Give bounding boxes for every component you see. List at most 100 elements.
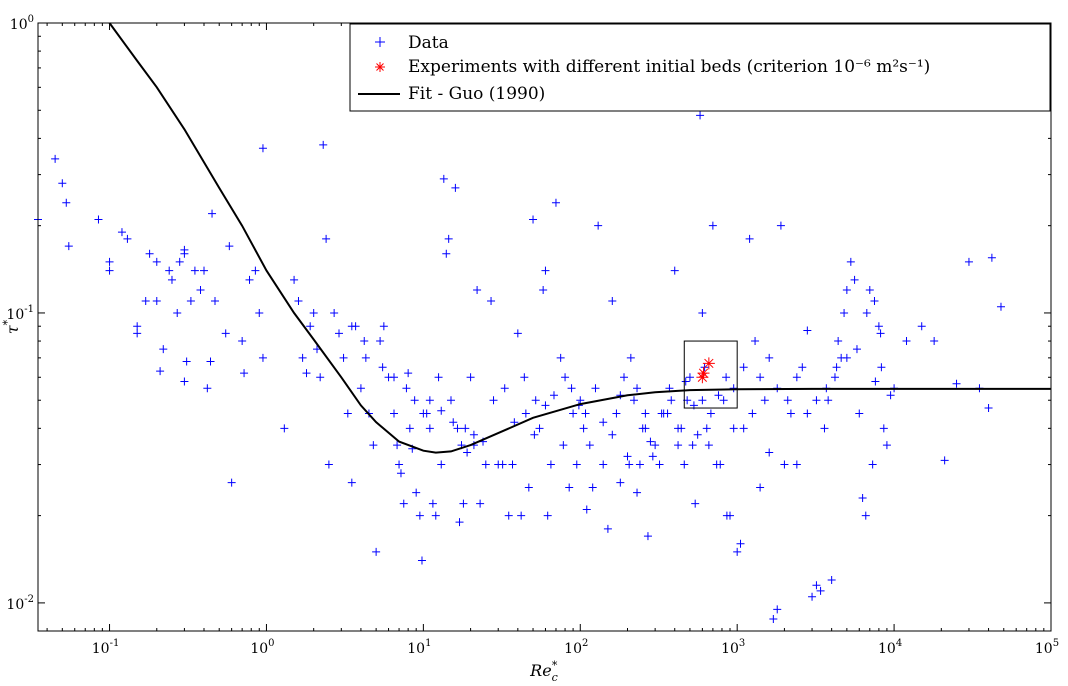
data-point-130: [599, 460, 608, 469]
data-point-121: [565, 483, 574, 492]
data-point-16: [156, 367, 165, 376]
data-point-58: [339, 353, 348, 362]
data-point-27: [190, 266, 199, 275]
data-point-34: [221, 329, 230, 338]
data-point-199: [850, 275, 859, 284]
data-point-194: [834, 337, 843, 346]
data-point-37: [238, 337, 247, 346]
data-point-241: [549, 391, 558, 400]
data-point-21: [175, 257, 184, 266]
data-point-131: [603, 524, 612, 533]
data-point-23: [180, 249, 189, 258]
data-point-181: [776, 221, 785, 230]
data-point-88: [442, 249, 451, 258]
data-point-62: [356, 384, 365, 393]
data-point-139: [633, 488, 642, 497]
data-point-55: [324, 460, 333, 469]
legend: Data Experiments with different initial …: [349, 23, 1051, 112]
data-point-96: [463, 448, 472, 457]
data-point-114: [539, 285, 548, 294]
data-point-73: [396, 469, 405, 478]
data-point-235: [489, 396, 498, 405]
data-point-119: [556, 353, 565, 362]
data-point-185: [798, 363, 807, 372]
data-point-104: [498, 460, 507, 469]
x-axis-label: Rec*: [529, 659, 558, 684]
data-point-12: [141, 296, 150, 305]
data-point-15: [152, 296, 161, 305]
data-point-269: [783, 396, 792, 405]
data-point-198: [846, 257, 855, 266]
data-point-3: [62, 198, 71, 207]
highlight-layer: [683, 340, 738, 409]
x-tick-label-4: 103: [721, 638, 745, 657]
data-layer: [34, 111, 1005, 623]
data-point-271: [803, 409, 812, 418]
legend-label-fit: Fit - Guo (1990): [408, 84, 545, 104]
data-point-28: [196, 285, 205, 294]
data-point-49: [306, 322, 315, 331]
y-tick-label-2: 100: [10, 14, 34, 33]
data-point-219: [984, 404, 993, 413]
data-point-111: [529, 215, 538, 224]
data-point-17: [159, 345, 168, 354]
data-point-223: [360, 337, 369, 346]
data-point-70: [390, 409, 399, 418]
data-point-212: [902, 337, 911, 346]
data-point-60: [347, 478, 356, 487]
data-point-5: [94, 215, 103, 224]
data-point-117: [546, 460, 555, 469]
data-point-109: [521, 409, 530, 418]
legend-marker-data: [375, 37, 385, 47]
data-point-85: [434, 373, 443, 382]
data-point-175: [751, 337, 760, 346]
data-point-113: [535, 424, 544, 433]
data-point-264: [739, 363, 748, 372]
data-point-31: [206, 357, 215, 366]
data-point-252: [641, 424, 650, 433]
data-point-278: [870, 296, 879, 305]
data-point-56: [330, 308, 339, 317]
data-point-108: [517, 511, 526, 520]
data-point-32: [208, 209, 217, 218]
data-point-164: [708, 221, 717, 230]
data-point-9: [123, 234, 132, 243]
data-point-138: [630, 396, 638, 405]
data-point-39: [245, 275, 254, 284]
data-point-158: [693, 430, 702, 439]
data-point-266: [756, 373, 765, 382]
data-point-220: [987, 253, 996, 262]
data-point-68: [379, 322, 388, 331]
data-point-110: [524, 483, 533, 492]
y-tick-label-0: 10-2: [6, 594, 34, 613]
data-point-123: [572, 460, 581, 469]
data-point-80: [417, 556, 426, 565]
data-point-204: [868, 460, 877, 469]
data-point-265: [748, 409, 757, 418]
data-point-157: [691, 499, 700, 508]
data-point-40: [251, 266, 260, 275]
data-point-54: [322, 234, 331, 243]
data-point-10: [133, 322, 142, 331]
x-tick-label-2: 101: [407, 638, 431, 657]
data-point-210: [886, 391, 895, 400]
plot-background: [38, 23, 1051, 631]
data-point-276: [852, 345, 861, 354]
data-point-257: [681, 377, 690, 386]
data-point-238: [520, 373, 529, 382]
data-point-146: [655, 460, 664, 469]
data-point-253: [648, 452, 657, 461]
data-point-30: [203, 384, 212, 393]
data-point-99: [473, 285, 482, 294]
data-point-75: [404, 369, 413, 378]
data-point-184: [792, 460, 801, 469]
data-point-124: [576, 396, 585, 405]
data-point-166: [716, 460, 725, 469]
data-point-14: [152, 257, 161, 266]
data-point-6: [105, 257, 114, 266]
fit-curve: [108, 22, 1051, 454]
data-point-213: [917, 322, 926, 331]
data-point-116: [543, 511, 552, 520]
